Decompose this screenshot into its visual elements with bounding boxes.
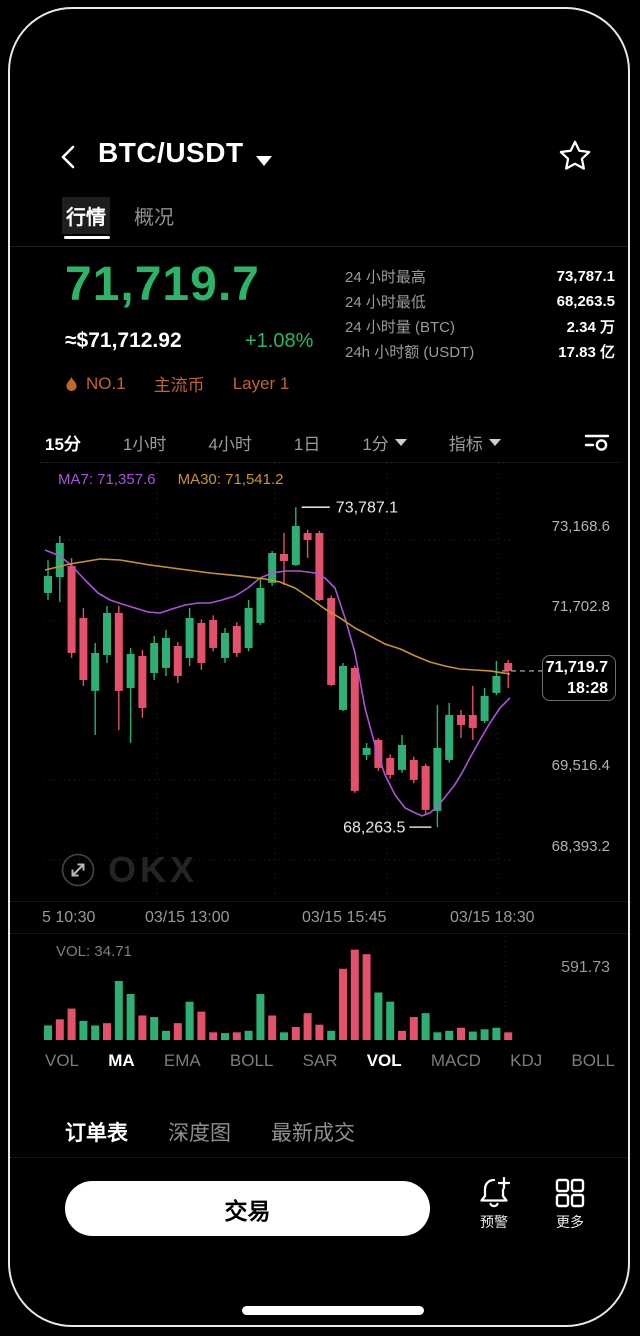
indicator-vol-main[interactable]: VOL (45, 1051, 80, 1070)
stat-label: 24h 小时额 (USDT) (345, 344, 475, 361)
indicator-boll2[interactable]: BOLL (571, 1051, 615, 1070)
chevron-down-icon (394, 438, 407, 446)
last-price: 71,719.7 (65, 258, 260, 311)
tab-overview[interactable]: 概况 (134, 207, 174, 229)
timeframe-15m[interactable]: 15分 (45, 434, 81, 454)
timeframe-1h[interactable]: 1小时 (122, 434, 167, 454)
badge-rank[interactable]: NO.1 (65, 374, 126, 394)
stats-panel: 24 小时最高 73,787.1 24 小时最低 68,263.5 24 小时量… (345, 264, 615, 364)
expand-icon (61, 853, 95, 887)
y-axis-tick: 73,168.6 (551, 518, 610, 535)
divider (10, 1157, 628, 1159)
indicator-boll[interactable]: BOLL (229, 1051, 274, 1070)
badge-label: 主流币 (153, 376, 205, 395)
expand-chart-button[interactable] (60, 852, 96, 888)
volume-scale-label: 591.73 (561, 959, 610, 976)
candlestick-svg: 73,787.1 68,263.5 (44, 463, 618, 898)
indicator-dropdown-label: 指标 (448, 434, 483, 454)
current-price-time: 18:28 (567, 680, 608, 697)
tab-market[interactable]: 行情 (62, 197, 110, 234)
stat-row-high: 24 小时最高 73,787.1 (345, 264, 615, 289)
stat-value: 73,787.1 (556, 268, 615, 285)
tab-depth-chart[interactable]: 深度图 (168, 1122, 231, 1145)
timeframe-more-dropdown[interactable]: 1分 (362, 430, 407, 455)
orderbook-tabs: 订单表 深度图 最新成交 (65, 1117, 355, 1147)
okx-logo: OKX (108, 849, 199, 890)
x-axis: 5 10:30 03/15 13:00 03/15 15:45 03/15 18… (10, 901, 628, 934)
y-axis-tick: 68,393.2 (551, 838, 610, 855)
timeframe-1d[interactable]: 1日 (293, 434, 321, 454)
badge-label: NO.1 (86, 373, 126, 393)
tab-latest-trades[interactable]: 最新成交 (271, 1122, 355, 1145)
current-price-value: 71,719.7 (545, 659, 608, 676)
current-price-tag[interactable]: 71,719.7 18:28 (542, 655, 616, 701)
indicator-kdj[interactable]: KDJ (510, 1051, 543, 1070)
tab-market-underline (64, 236, 110, 239)
volume-chart[interactable] (40, 936, 620, 1046)
phone-frame: BTC/USDT 行情 概况 71,719.7 ≈$71,712.92 +1.0… (8, 7, 630, 1327)
ma7-value: MA7: 71,357.6 (58, 471, 156, 488)
tab-order-book[interactable]: 订单表 (65, 1122, 128, 1145)
indicator-dropdown[interactable]: 指标 (449, 430, 501, 455)
alert-label: 预警 (480, 1214, 508, 1230)
indicator-sar[interactable]: SAR (302, 1051, 338, 1070)
home-indicator[interactable] (242, 1306, 424, 1315)
timeframe-4h[interactable]: 4小时 (208, 434, 252, 454)
stat-value: 2.34 万 (566, 319, 615, 336)
badge-layer1[interactable]: Layer 1 (233, 374, 290, 394)
indicator-row: VOL MA EMA BOLL SAR VOL MACD KDJ BOLL (45, 1051, 615, 1071)
volume-svg (44, 936, 513, 1046)
more-button[interactable]: 更多 (550, 1177, 590, 1232)
indicator-ema[interactable]: EMA (163, 1051, 201, 1070)
stat-label: 24 小时最高 (345, 269, 426, 286)
star-icon (559, 140, 591, 170)
chevron-down-icon (488, 438, 501, 446)
ma30-value: MA30: 71,541.2 (177, 471, 284, 488)
pair-dropdown-caret-icon[interactable] (256, 156, 272, 166)
timeframe-row: 15分 1小时 4小时 1日 1分 指标 (45, 425, 615, 459)
chart-settings-button[interactable] (583, 431, 611, 453)
bell-plus-icon (480, 1176, 511, 1208)
timeframe-more-label: 1分 (362, 434, 389, 454)
x-axis-tick: 03/15 15:45 (302, 909, 387, 926)
stat-row-low: 24 小时最低 68,263.5 (345, 289, 615, 314)
price-alert-button[interactable]: 预警 (472, 1175, 516, 1232)
grid-icon (555, 1178, 585, 1208)
stat-label: 24 小时最低 (345, 294, 426, 311)
x-axis-tick: 5 10:30 (42, 909, 96, 926)
indicator-ma[interactable]: MA (108, 1051, 135, 1070)
trade-button[interactable]: 交易 (65, 1181, 430, 1236)
pair-title[interactable]: BTC/USDT (98, 137, 244, 168)
chart-settings-icon (584, 434, 610, 451)
y-axis-tick: 69,516.4 (551, 757, 610, 774)
stat-value: 17.83 亿 (558, 344, 615, 361)
chevron-left-icon (61, 145, 75, 169)
x-axis-tick: 03/15 13:00 (145, 909, 230, 926)
back-button[interactable] (52, 137, 88, 177)
divider (10, 246, 628, 247)
flame-icon (66, 375, 77, 391)
volume-value-label: VOL: 34.71 (56, 943, 132, 960)
badge-mainstream[interactable]: 主流币 (154, 371, 205, 396)
chart-watermark: OKX (60, 849, 198, 891)
price-change-percent: +1.08% (245, 330, 314, 352)
indicator-vol-sub[interactable]: VOL (366, 1051, 402, 1070)
stat-row-volume-btc: 24 小时量 (BTC) 2.34 万 (345, 314, 615, 339)
svg-text:73,787.1: 73,787.1 (336, 500, 398, 517)
badges-row: NO.1 主流币 Layer 1 (65, 371, 289, 396)
fiat-price: ≈$71,712.92 (65, 329, 182, 352)
stat-label: 24 小时量 (BTC) (345, 319, 456, 336)
badge-label: Layer 1 (232, 373, 290, 393)
favorite-star-button[interactable] (558, 139, 594, 175)
svg-text:68,263.5: 68,263.5 (343, 820, 405, 837)
ma-legend: MA7: 71,357.6 MA30: 71,541.2 (58, 471, 284, 488)
y-axis-tick: 71,702.8 (551, 598, 610, 615)
x-axis-tick: 03/15 18:30 (450, 909, 535, 926)
stat-row-turnover-usdt: 24h 小时额 (USDT) 17.83 亿 (345, 339, 615, 364)
more-label: 更多 (556, 1214, 584, 1230)
stat-value: 68,263.5 (556, 293, 615, 310)
indicator-macd[interactable]: MACD (430, 1051, 481, 1070)
candlestick-chart[interactable]: 73,787.1 68,263.5 (40, 462, 620, 900)
